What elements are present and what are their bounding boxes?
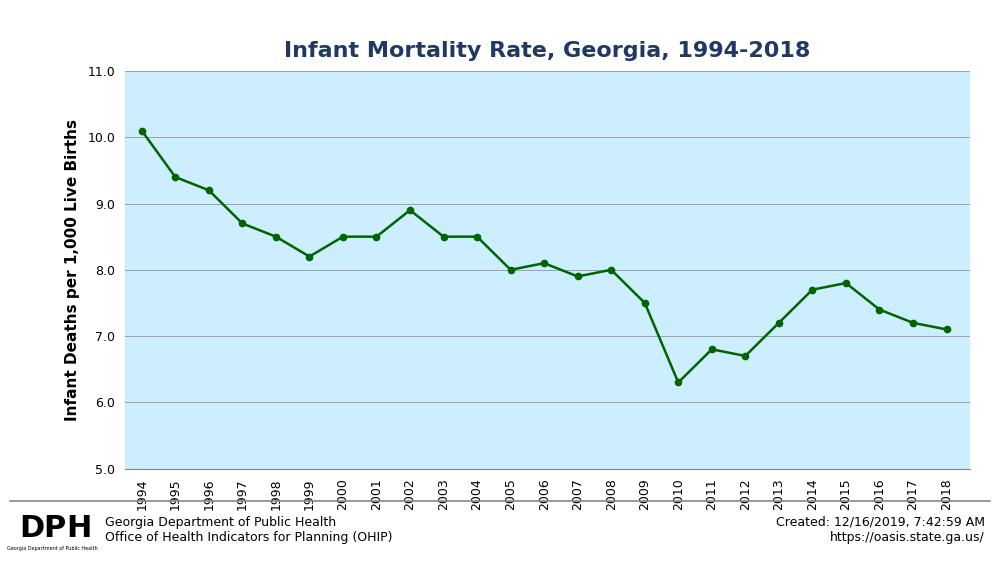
Text: Georgia Department of Public Health: Georgia Department of Public Health xyxy=(7,546,98,550)
Text: H: H xyxy=(66,514,91,543)
Y-axis label: Infant Deaths per 1,000 Live Births: Infant Deaths per 1,000 Live Births xyxy=(65,119,80,421)
Text: D: D xyxy=(19,514,44,543)
Text: Created: 12/16/2019, 7:42:59 AM: Created: 12/16/2019, 7:42:59 AM xyxy=(776,516,985,529)
Text: Office of Health Indicators for Planning (OHIP): Office of Health Indicators for Planning… xyxy=(105,531,392,544)
Text: Georgia Department of Public Health: Georgia Department of Public Health xyxy=(105,516,336,529)
Title: Infant Mortality Rate, Georgia, 1994-2018: Infant Mortality Rate, Georgia, 1994-201… xyxy=(284,41,811,61)
Text: https://oasis.state.ga.us/: https://oasis.state.ga.us/ xyxy=(830,531,985,544)
Text: P: P xyxy=(44,514,66,543)
